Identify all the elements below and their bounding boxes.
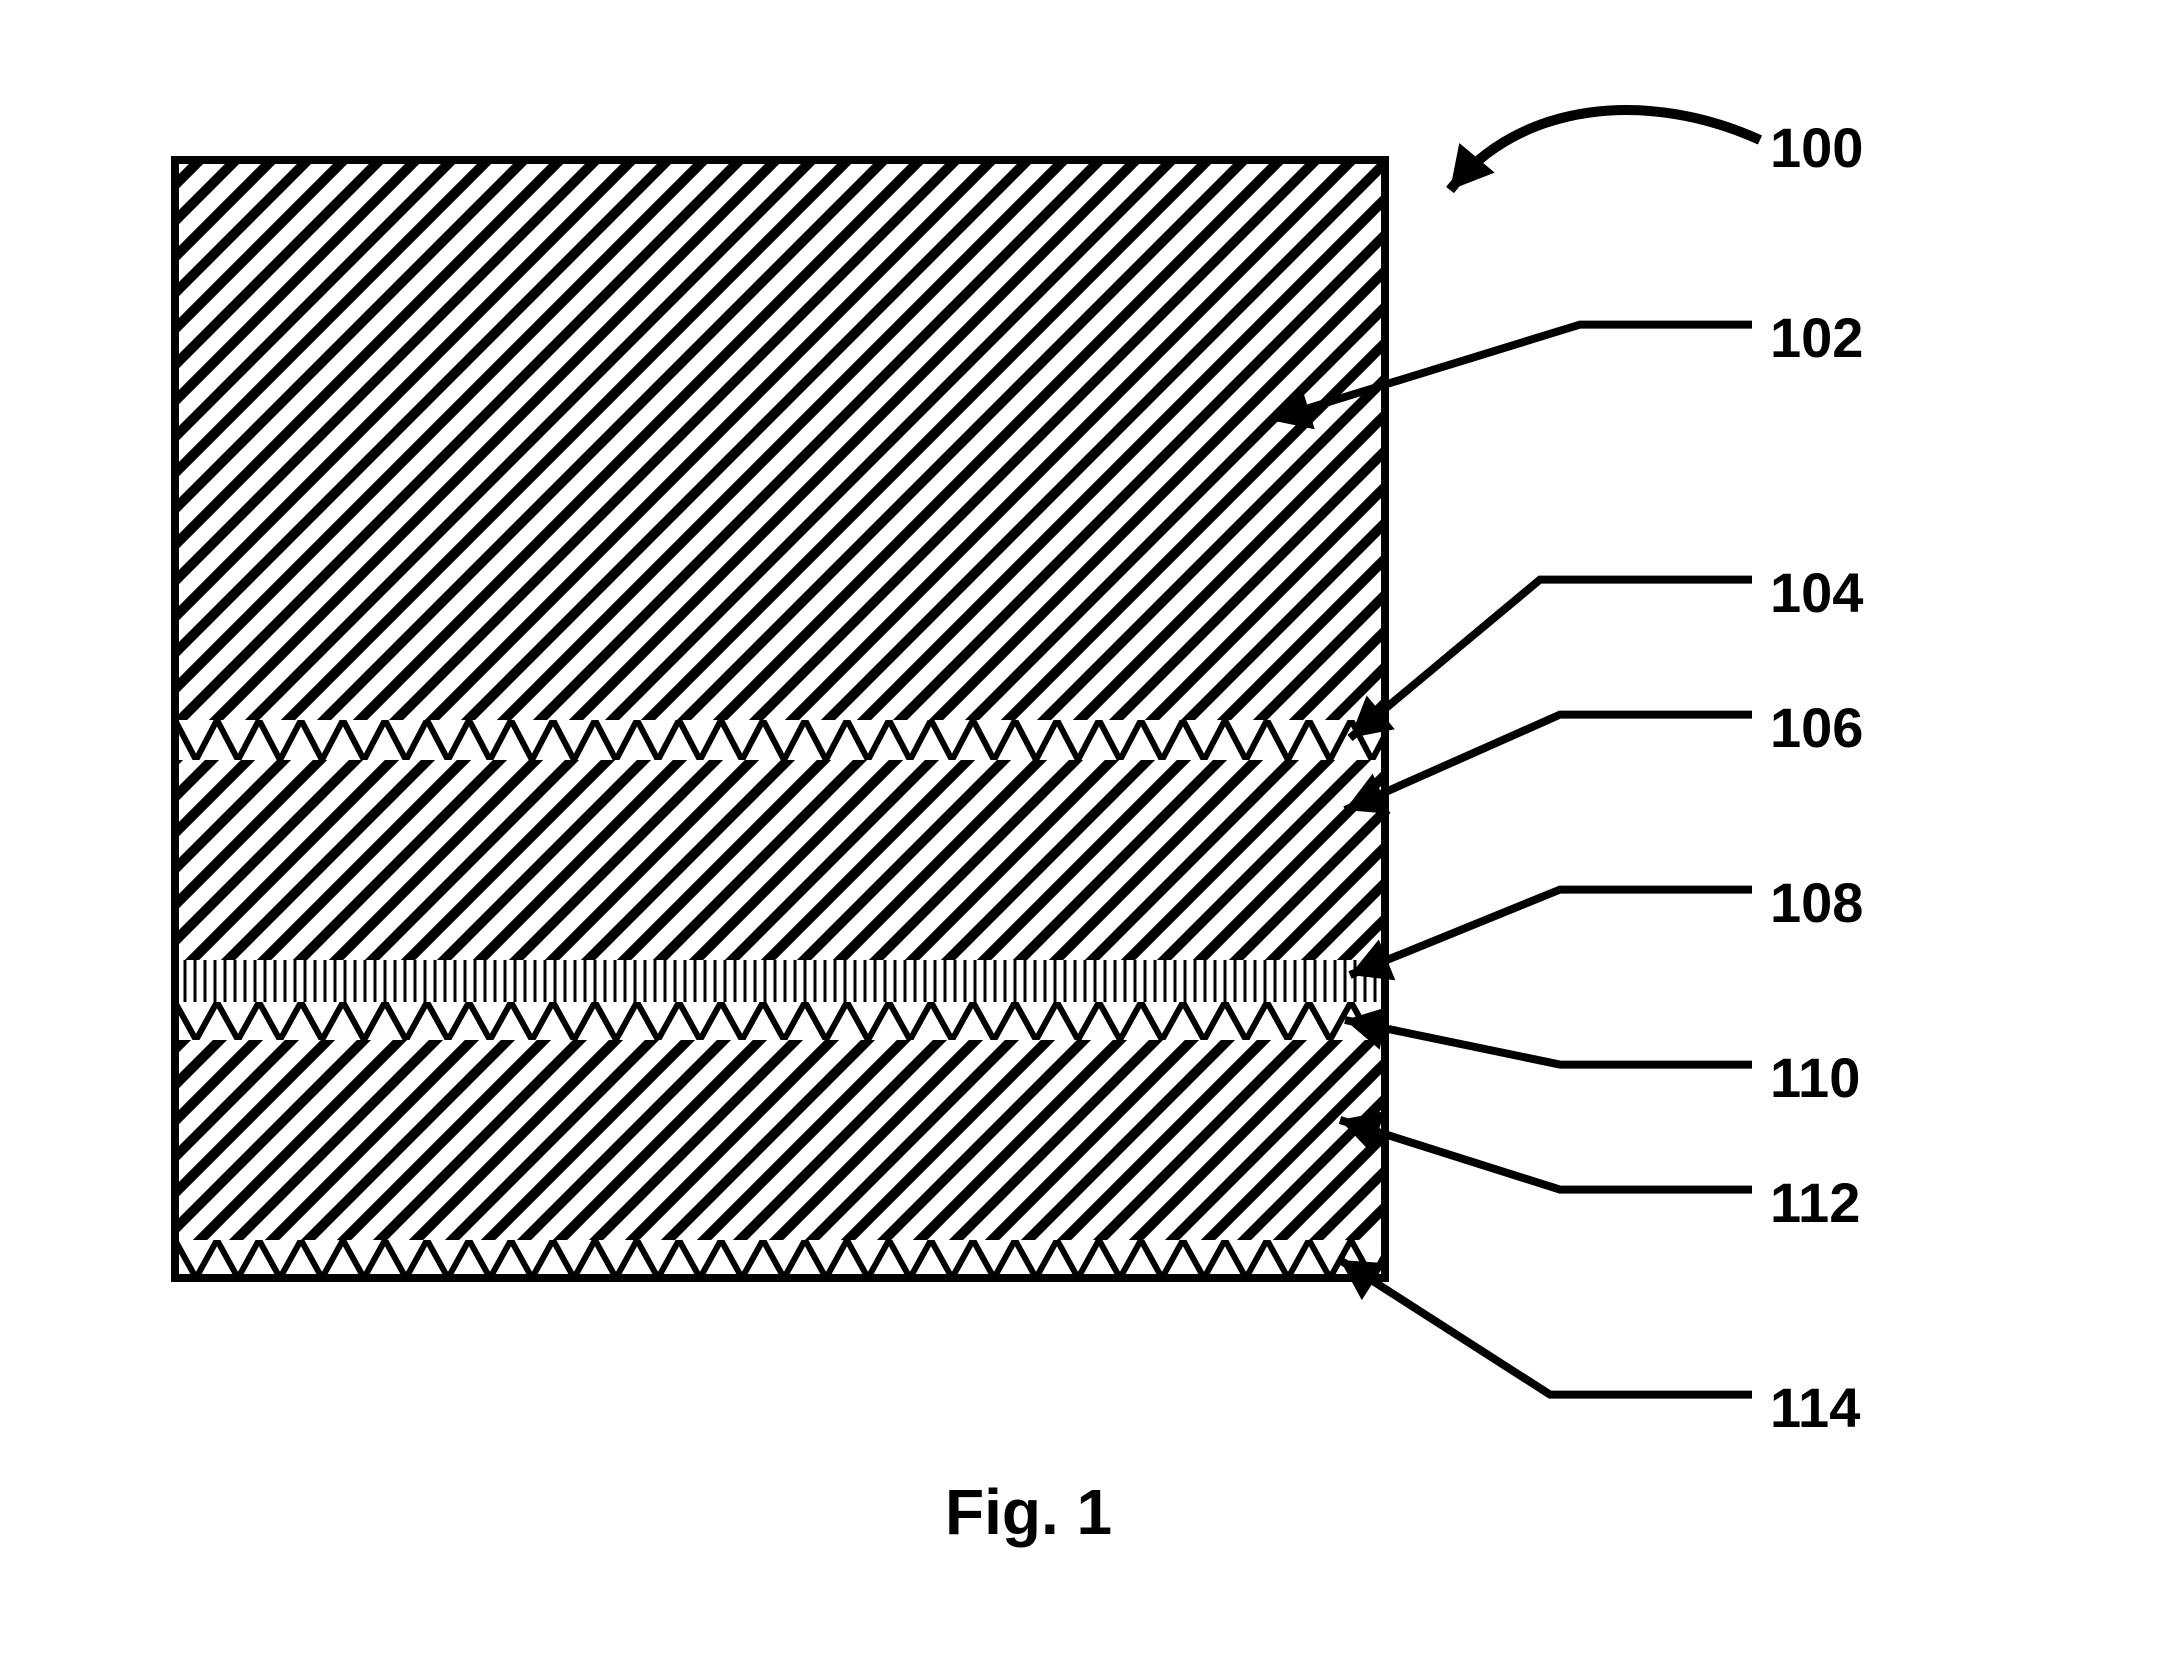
layer-110	[175, 1002, 1435, 1040]
callout-label-100: 100	[1770, 115, 1863, 180]
callout-label-110: 110	[1770, 1045, 1860, 1110]
callout-label-108: 108	[1770, 870, 1863, 935]
layer-104	[175, 720, 1435, 760]
layer-102	[175, 160, 1385, 720]
callout-leader-108	[1350, 890, 1752, 975]
layer-114	[175, 1240, 1435, 1278]
callout-label-102: 102	[1770, 305, 1863, 370]
layer-106	[175, 760, 1385, 960]
layer-112	[175, 1040, 1385, 1240]
callout-leader-114	[1340, 1260, 1752, 1395]
callout-label-112: 112	[1770, 1170, 1860, 1235]
figure-stage: 100 Fig. 1 102 104 106 108 110 112 114	[0, 0, 2184, 1663]
layer-108	[175, 960, 1385, 1002]
callout-label-106: 106	[1770, 695, 1863, 760]
callout-label-114: 114	[1770, 1375, 1860, 1440]
callout-leader-112	[1340, 1120, 1752, 1190]
callout-leader-106	[1345, 715, 1752, 810]
callout-label-104: 104	[1770, 560, 1863, 625]
callout-leader-100	[1450, 110, 1760, 190]
layer-stack	[175, 160, 1435, 1278]
callout-leader-110	[1345, 1020, 1752, 1065]
figure-caption: Fig. 1	[945, 1475, 1112, 1549]
